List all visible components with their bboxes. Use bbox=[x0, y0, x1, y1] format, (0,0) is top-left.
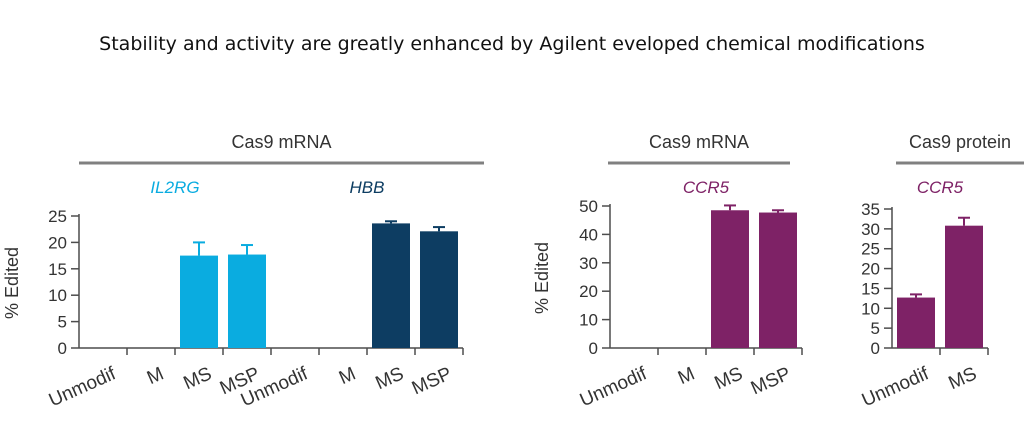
y-tick-label: 10 bbox=[579, 311, 598, 330]
y-tick-label: 30 bbox=[579, 254, 598, 273]
chart-panel-1: Cas9 mRNA IL2RG HBB 0 5 10 15 20 25 % Edited Unmod… bbox=[2, 132, 484, 411]
x-category-label: M bbox=[144, 363, 167, 389]
y-tick-label: 10 bbox=[861, 299, 880, 318]
y-tick-label: 0 bbox=[871, 339, 880, 358]
y-tick-label: 15 bbox=[861, 279, 880, 298]
y-tick-label: 25 bbox=[48, 207, 67, 226]
gene-label-ccr5: CCR5 bbox=[683, 178, 730, 197]
x-category-label: Unmodif bbox=[859, 363, 933, 411]
bar-ccr5-ms bbox=[945, 225, 983, 348]
x-category-label: MS bbox=[945, 363, 980, 394]
x-category-label: MSP bbox=[409, 363, 455, 399]
y-tick-label: 25 bbox=[861, 240, 880, 259]
panel-header: Cas9 mRNA bbox=[649, 132, 749, 152]
figure-title: Stability and activity are greatly enhan… bbox=[99, 33, 925, 55]
x-category-label: M bbox=[336, 363, 359, 389]
gene-label-hbb: HBB bbox=[350, 178, 385, 197]
panel-header: Cas9 mRNA bbox=[231, 132, 331, 152]
x-category-label: Unmodif bbox=[577, 363, 651, 411]
bar-ccr5-unmodif bbox=[897, 297, 935, 348]
y-tick-label: 0 bbox=[58, 339, 67, 358]
bar-ccr5-ms bbox=[711, 210, 749, 348]
bar-hbb-msp bbox=[420, 231, 458, 348]
y-tick-label: 0 bbox=[589, 339, 598, 358]
y-tick-label: 5 bbox=[871, 319, 880, 338]
bar-il2rg-ms bbox=[180, 255, 218, 348]
bar-hbb-ms bbox=[372, 223, 410, 348]
y-tick-label: 20 bbox=[861, 260, 880, 279]
y-axis-title: % Edited bbox=[2, 247, 22, 319]
y-tick-label: 5 bbox=[58, 313, 67, 332]
bar-il2rg-msp bbox=[228, 254, 266, 348]
x-category-label: MS bbox=[711, 363, 746, 394]
chart-panel-2: Cas9 mRNA CCR5 0 10 20 30 40 50 % Edited Unmodif M… bbox=[532, 132, 803, 411]
x-category-label: MSP bbox=[748, 363, 794, 399]
x-category-label: Unmodif bbox=[46, 363, 120, 411]
x-category-label: M bbox=[675, 363, 698, 389]
bar-ccr5-msp bbox=[759, 212, 797, 348]
gene-label-il2rg: IL2RG bbox=[150, 178, 199, 197]
gene-label-ccr5: CCR5 bbox=[917, 178, 964, 197]
y-tick-label: 40 bbox=[579, 225, 598, 244]
y-tick-label: 10 bbox=[48, 286, 67, 305]
x-category-label: MS bbox=[180, 363, 215, 394]
x-category-label: MS bbox=[372, 363, 407, 394]
y-axis-title: % Edited bbox=[532, 242, 552, 314]
y-tick-label: 35 bbox=[861, 200, 880, 219]
y-tick-label: 30 bbox=[861, 220, 880, 239]
y-tick-label: 15 bbox=[48, 260, 67, 279]
y-tick-label: 20 bbox=[579, 282, 598, 301]
panel-header: Cas9 protein bbox=[909, 132, 1011, 152]
y-tick-label: 50 bbox=[579, 197, 598, 216]
y-tick-label: 20 bbox=[48, 233, 67, 252]
